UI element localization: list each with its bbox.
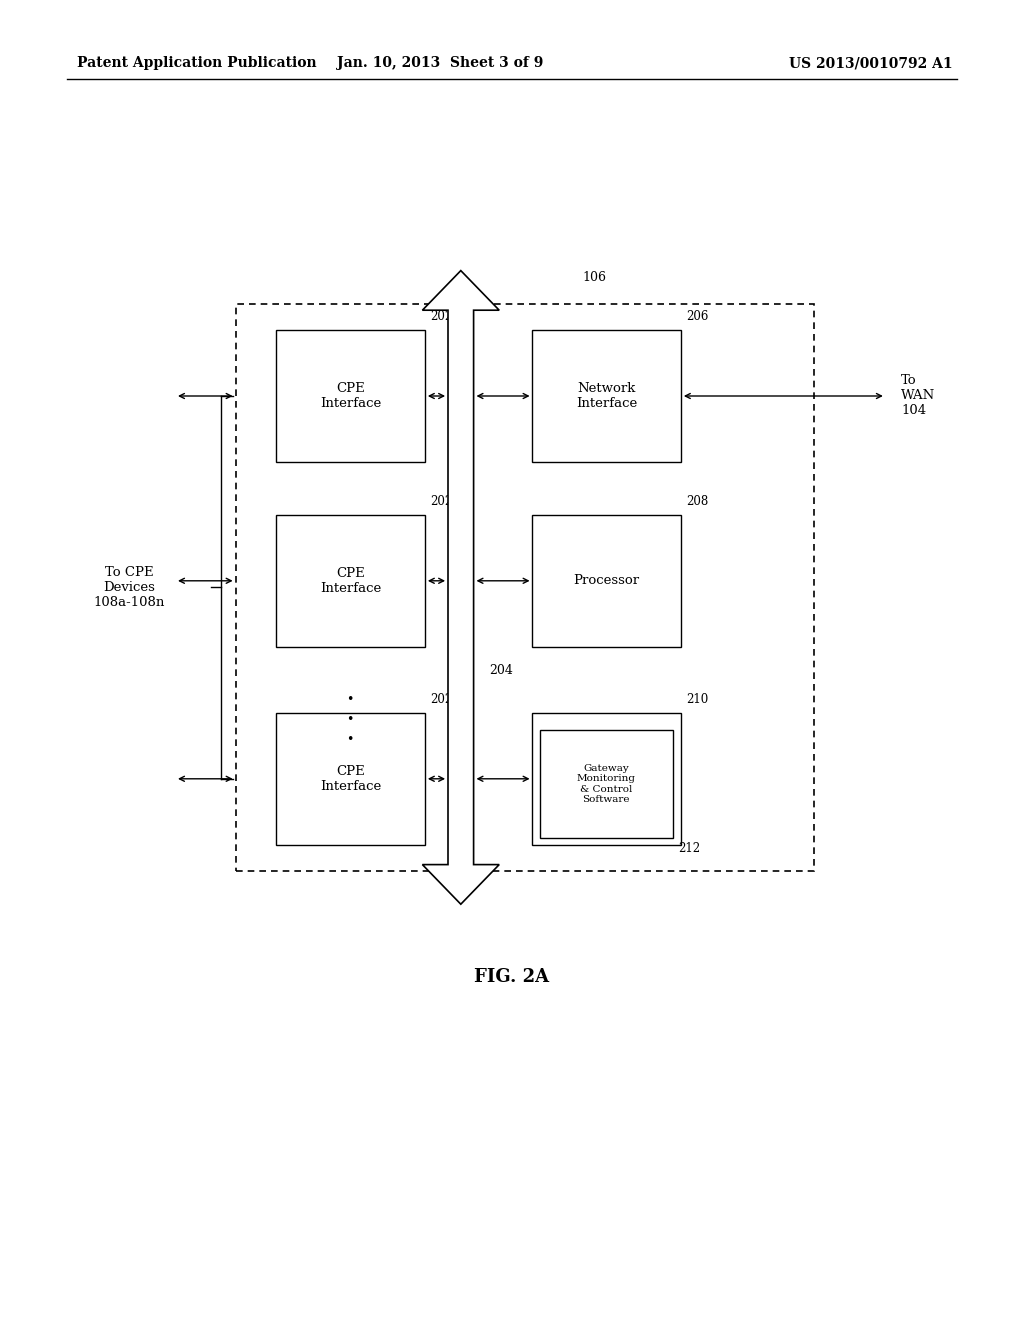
Text: 212: 212: [678, 842, 700, 855]
Bar: [276, 713, 425, 845]
Text: 210: 210: [686, 693, 709, 706]
Text: 208: 208: [686, 495, 709, 508]
Text: 202n: 202n: [430, 693, 460, 706]
Text: CPE
Interface: CPE Interface: [321, 381, 381, 411]
Text: 204: 204: [489, 664, 513, 677]
Text: 206: 206: [686, 310, 709, 323]
Bar: [532, 330, 681, 462]
Polygon shape: [422, 271, 500, 904]
Text: US 2013/0010792 A1: US 2013/0010792 A1: [788, 57, 952, 70]
Text: •: •: [346, 713, 354, 726]
Text: 202b: 202b: [430, 495, 460, 508]
Text: Network
Interface: Network Interface: [577, 381, 637, 411]
Bar: [276, 515, 425, 647]
Text: To CPE
Devices
108a-108n: To CPE Devices 108a-108n: [93, 566, 165, 609]
Bar: [532, 713, 681, 845]
Bar: [449, 350, 473, 825]
Bar: [540, 730, 673, 838]
Text: To
WAN
104: To WAN 104: [901, 375, 935, 417]
Text: CPE
Interface: CPE Interface: [321, 566, 381, 595]
Text: 202a: 202a: [430, 310, 460, 323]
Bar: [236, 304, 814, 871]
Text: FIG. 2A: FIG. 2A: [474, 968, 550, 986]
Text: •: •: [346, 693, 354, 706]
Text: Jan. 10, 2013  Sheet 3 of 9: Jan. 10, 2013 Sheet 3 of 9: [337, 57, 544, 70]
Bar: [276, 330, 425, 462]
Text: 106: 106: [583, 271, 606, 284]
Text: Patent Application Publication: Patent Application Publication: [77, 57, 316, 70]
Text: Processor: Processor: [573, 574, 640, 587]
Text: Gateway
Monitoring
& Control
Software: Gateway Monitoring & Control Software: [577, 764, 636, 804]
Text: CPE
Interface: CPE Interface: [321, 764, 381, 793]
Text: Memory: Memory: [579, 772, 635, 785]
Text: •: •: [346, 733, 354, 746]
Bar: [532, 515, 681, 647]
